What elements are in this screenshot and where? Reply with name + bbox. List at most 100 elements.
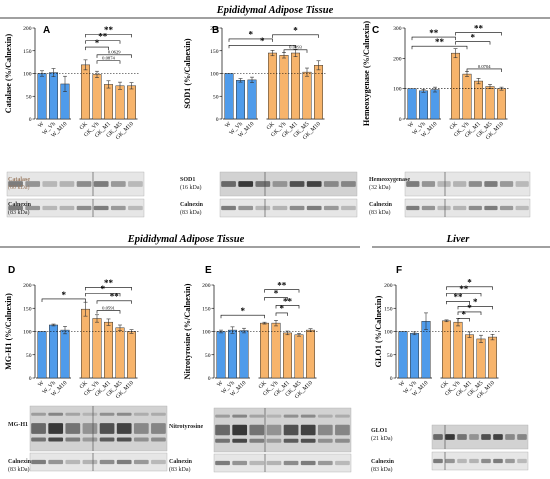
- p-value-label: 0.0874: [102, 56, 115, 61]
- mid-section-title-left: Epididymal Adipose Tissue: [127, 234, 245, 245]
- blot-band: [221, 205, 236, 211]
- blot-band: [283, 424, 299, 436]
- y-tick-label: 100: [23, 330, 32, 336]
- blot-band: [133, 412, 149, 416]
- blot-band: [133, 437, 149, 442]
- significance-bracket: [457, 311, 482, 315]
- panel-letter: B: [212, 25, 219, 36]
- bar: [476, 338, 486, 379]
- blot-band: [133, 459, 149, 465]
- blot-band: [31, 412, 46, 416]
- y-axis-label: Nitrotyrosine (%/Calnexin): [183, 283, 192, 379]
- blot-band: [116, 412, 132, 416]
- significance-bracket: [455, 41, 491, 45]
- western-blot-image: [404, 198, 531, 218]
- y-tick-label: 50: [26, 94, 32, 100]
- significance-bracket: [411, 45, 468, 50]
- x-category-label: GK: [79, 121, 90, 132]
- significance-bracket: [457, 318, 470, 322]
- bar: [283, 332, 292, 379]
- blot-band: [221, 181, 236, 187]
- y-tick-label: 0: [29, 117, 32, 123]
- blot-band: [232, 460, 248, 466]
- blot-band: [481, 458, 491, 464]
- blot-band: [99, 423, 115, 434]
- blot-band: [238, 181, 254, 187]
- p-value-label: 0.0093: [289, 45, 302, 50]
- blot-band: [82, 412, 98, 416]
- chart-panel-e: E Nitrotyrosine (%/Calnexin) 0 50 100 150 200 W…: [169, 265, 352, 473]
- blot-protein-label: Calnexin: [8, 202, 32, 208]
- significance-bracket: [220, 314, 265, 319]
- bar: [497, 88, 506, 120]
- significance-stars: **: [435, 37, 445, 47]
- bar: [442, 320, 451, 379]
- bar: [465, 334, 474, 379]
- y-tick-label: 200: [210, 26, 219, 32]
- blot-band: [232, 414, 248, 418]
- bar: [37, 331, 47, 379]
- bar: [92, 318, 102, 379]
- significance-stars: **: [104, 278, 114, 288]
- blot-band: [323, 205, 339, 211]
- top-section-title: Epididymal Adipose Tissue: [216, 5, 334, 16]
- western-blot-image: [6, 198, 145, 218]
- blot-band: [31, 423, 46, 434]
- blot-band: [116, 459, 132, 465]
- y-axis-label: SOD1 (%/Calnexin): [183, 38, 192, 109]
- bar: [115, 327, 125, 379]
- blot-band: [283, 414, 299, 418]
- blot-band: [335, 424, 350, 436]
- blot-band: [515, 181, 529, 187]
- y-tick-label: 0: [216, 117, 219, 123]
- significance-stars: *: [467, 278, 472, 288]
- y-axis-label: GLO1 (%/Calnexin): [374, 295, 383, 367]
- x-category-label: GK: [449, 121, 460, 132]
- bar: [268, 52, 277, 120]
- blot-band: [8, 181, 23, 187]
- y-tick-label: 200: [384, 283, 393, 289]
- y-tick-label: 300: [393, 26, 402, 32]
- bar: [228, 329, 237, 379]
- blot-band: [116, 437, 132, 442]
- blot-band: [481, 434, 491, 440]
- blot-band: [65, 459, 81, 465]
- blot-band: [99, 459, 115, 465]
- y-tick-label: 150: [210, 49, 219, 55]
- blot-band: [110, 181, 126, 187]
- blot-band: [335, 438, 350, 443]
- significance-bracket: [455, 32, 502, 36]
- bar: [451, 52, 460, 120]
- blot-protein-label: GLO1: [371, 428, 387, 434]
- bar: [398, 331, 408, 379]
- blot-band: [48, 459, 64, 465]
- blot-band: [48, 412, 64, 416]
- blot-band: [266, 424, 282, 436]
- blot-band: [437, 181, 451, 187]
- bar: [488, 336, 497, 379]
- p-value-label: 0.0629: [108, 50, 121, 55]
- blot-band: [151, 423, 166, 434]
- x-category-label: GK: [440, 380, 451, 391]
- blot-band: [266, 460, 282, 466]
- bar: [92, 74, 102, 120]
- y-tick-label: 50: [205, 353, 211, 359]
- bar: [104, 84, 113, 120]
- y-tick-label: 100: [384, 330, 393, 336]
- blot-band: [306, 181, 322, 187]
- x-category-label: W: [37, 380, 45, 388]
- blot-band: [116, 423, 132, 434]
- blot-band: [215, 460, 230, 466]
- x-category-label: W: [224, 121, 232, 129]
- significance-bracket: [85, 287, 132, 291]
- blot-band: [406, 181, 420, 187]
- significance-stars: **: [454, 292, 464, 302]
- panel-letter: A: [43, 25, 50, 36]
- blot-band: [82, 459, 98, 465]
- blot-band: [505, 434, 515, 440]
- blot-band: [272, 181, 288, 187]
- blot-band: [151, 459, 166, 465]
